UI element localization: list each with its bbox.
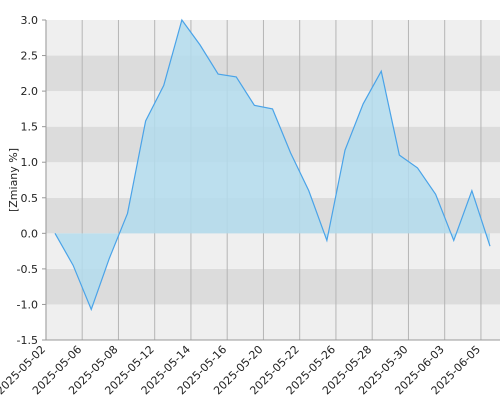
y-tick-label: 2.5 (21, 50, 39, 63)
y-tick-label: 2.0 (21, 85, 39, 98)
grid-band (46, 268, 500, 305)
grid-band (46, 55, 500, 92)
y-tick-label: 1.0 (21, 156, 39, 169)
y-tick-label: 3.0 (21, 14, 39, 27)
y-tick-label: 0.0 (21, 227, 39, 240)
grid-band (46, 20, 500, 56)
area (55, 20, 490, 310)
y-axis-label: [Zmiany %] (7, 148, 20, 212)
grid-band (46, 304, 500, 340)
line (54, 18, 491, 312)
y-tick-label: -1.0 (17, 298, 38, 311)
y-tick-label: -0.5 (17, 263, 38, 276)
y-tick-label: -1.5 (17, 334, 38, 347)
y-tick-label: 0.5 (21, 192, 39, 205)
y-tick-label: 1.5 (21, 121, 39, 134)
grid-band (46, 233, 500, 269)
